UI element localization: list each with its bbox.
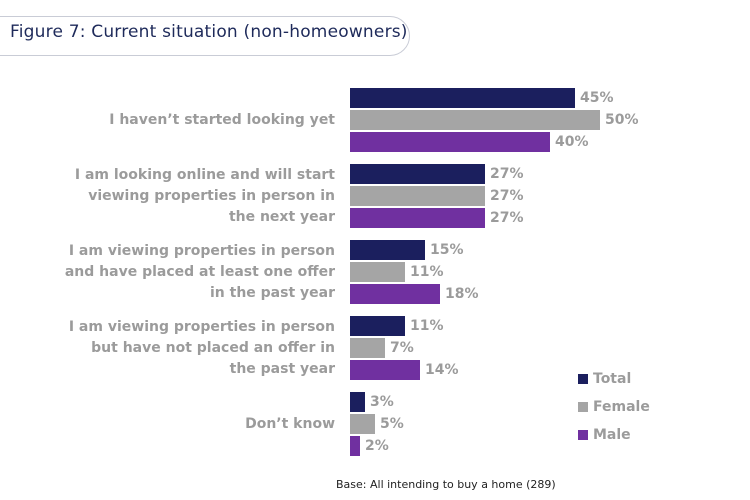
legend-swatch xyxy=(578,402,588,412)
category-label-line: viewing properties in person in xyxy=(88,187,335,204)
category-label: I am viewing properties in person and hav… xyxy=(65,241,335,304)
bar-female xyxy=(350,338,385,358)
category-label-line: I am looking online and will start xyxy=(74,166,335,183)
category-label-line: the past year xyxy=(229,360,335,377)
bar-total xyxy=(350,240,425,260)
category-label: I am viewing properties in person but hav… xyxy=(69,317,335,380)
data-label: 15% xyxy=(430,242,464,258)
base-note: Base: All intending to buy a home (289) xyxy=(336,478,556,491)
data-label: 18% xyxy=(445,286,479,302)
bar-total xyxy=(350,392,365,412)
bar-female xyxy=(350,414,375,434)
data-label: 11% xyxy=(410,318,444,334)
bar-male xyxy=(350,284,440,304)
category-label-line: in the past year xyxy=(209,284,335,301)
bar-male xyxy=(350,360,420,380)
legend-swatch xyxy=(578,374,588,384)
category-label-line: and have placed at least one offer xyxy=(64,263,335,280)
legend-label: Total xyxy=(593,371,632,387)
data-label: 27% xyxy=(490,188,524,204)
legend-swatch xyxy=(578,430,588,440)
data-label: 27% xyxy=(490,166,524,182)
data-label: 14% xyxy=(425,362,459,378)
category-label: I am looking online and will start viewin… xyxy=(75,165,335,228)
data-label: 5% xyxy=(380,416,404,432)
category-label-line: I am viewing properties in person xyxy=(68,318,335,335)
title-frame xyxy=(0,16,410,56)
data-label: 40% xyxy=(555,134,589,150)
category-label-line: the next year xyxy=(228,208,335,225)
bar-female xyxy=(350,110,600,130)
bar-female xyxy=(350,186,485,206)
bar-female xyxy=(350,262,405,282)
legend-label: Male xyxy=(593,427,631,443)
category-label: Don’t know xyxy=(245,414,335,435)
category-label-line: but have not placed an offer in xyxy=(91,339,335,356)
bar-total xyxy=(350,88,575,108)
category-label-line: Don’t know xyxy=(245,415,335,432)
bar-male xyxy=(350,132,550,152)
bar-total xyxy=(350,316,405,336)
category-label-line: I haven’t started looking yet xyxy=(109,111,335,128)
chart-title: Figure 7: Current situation (non-homeown… xyxy=(10,22,408,42)
legend-label: Female xyxy=(593,399,650,415)
data-label: 45% xyxy=(580,90,614,106)
data-label: 2% xyxy=(365,438,389,454)
bar-male xyxy=(350,436,360,456)
data-label: 11% xyxy=(410,264,444,280)
category-label-line: I am viewing properties in person xyxy=(68,242,335,259)
data-label: 7% xyxy=(390,340,414,356)
bar-male xyxy=(350,208,485,228)
data-label: 50% xyxy=(605,112,639,128)
category-label: I haven’t started looking yet xyxy=(109,110,335,131)
data-label: 27% xyxy=(490,210,524,226)
bar-total xyxy=(350,164,485,184)
data-label: 3% xyxy=(370,394,394,410)
